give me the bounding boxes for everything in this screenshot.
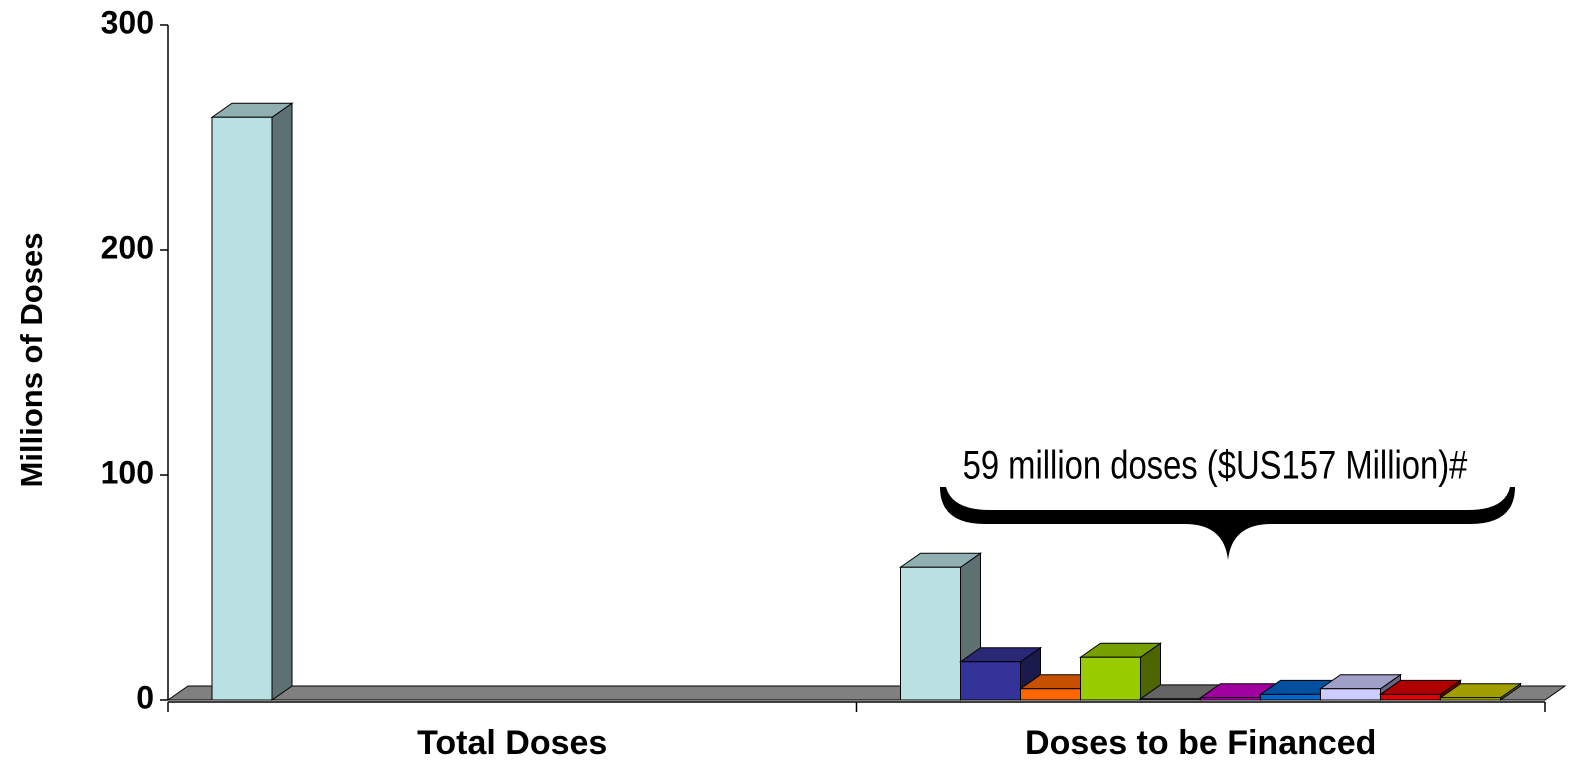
bar [1320,688,1381,701]
bar [1380,693,1441,701]
bar [211,116,273,701]
bar [1080,656,1141,701]
bar [1140,698,1201,701]
bar [1200,697,1261,701]
y-axis-title: Millions of Doses [14,233,49,488]
y-tick-label: 0 [136,679,154,715]
bar [1020,688,1081,701]
y-tick-label: 100 [101,454,154,490]
annotation: 59 million doses ($US157 Million)# [963,442,1468,487]
bar-side [271,102,293,701]
bar [900,566,961,701]
y-tick-label: 300 [101,4,154,40]
x-tick-label: Doses to be Financed [1025,724,1376,762]
bar [1260,693,1321,701]
bar [960,661,1021,701]
bar [1440,697,1501,701]
x-tick-label: Total Doses [417,724,607,762]
brace [940,487,1515,560]
y-tick-label: 200 [101,229,154,265]
